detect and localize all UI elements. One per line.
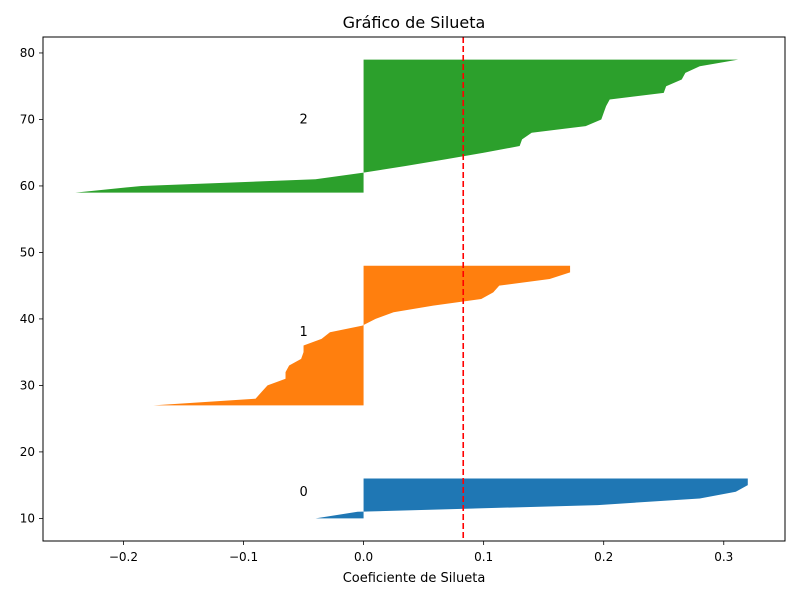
x-tick-label: 0.3 bbox=[714, 550, 733, 564]
y-tick-label: 60 bbox=[20, 179, 35, 193]
x-tick-label: 0.2 bbox=[594, 550, 613, 564]
silhouette-clusters: 0 1 2 bbox=[75, 59, 748, 519]
y-tick-label: 30 bbox=[20, 378, 35, 392]
y-tick-label: 40 bbox=[20, 312, 35, 326]
x-axis: −0.2 −0.1 0.0 0.1 0.2 0.3 bbox=[109, 541, 733, 564]
y-tick-label: 10 bbox=[20, 511, 35, 525]
x-tick-label: −0.1 bbox=[229, 550, 258, 564]
y-axis: 10 20 30 40 50 60 70 80 bbox=[20, 46, 43, 525]
y-tick-label: 20 bbox=[20, 445, 35, 459]
y-tick-label: 80 bbox=[20, 46, 35, 60]
x-tick-label: −0.2 bbox=[109, 550, 138, 564]
chart-title: Gráfico de Silueta bbox=[343, 13, 486, 32]
cluster-0-label: 0 bbox=[300, 485, 308, 500]
cluster-2-silhouette bbox=[75, 59, 739, 193]
cluster-2-label: 2 bbox=[300, 112, 308, 127]
cluster-0-silhouette bbox=[315, 478, 748, 519]
cluster-1-label: 1 bbox=[300, 325, 308, 340]
cluster-1-silhouette bbox=[153, 265, 571, 406]
plot-area-frame bbox=[42, 36, 786, 542]
y-tick-label: 50 bbox=[20, 245, 35, 259]
x-axis-label: Coeficiente de Silueta bbox=[343, 571, 486, 586]
y-tick-label: 70 bbox=[20, 112, 35, 126]
x-tick-label: 0.1 bbox=[474, 550, 493, 564]
x-tick-label: 0.0 bbox=[354, 550, 373, 564]
